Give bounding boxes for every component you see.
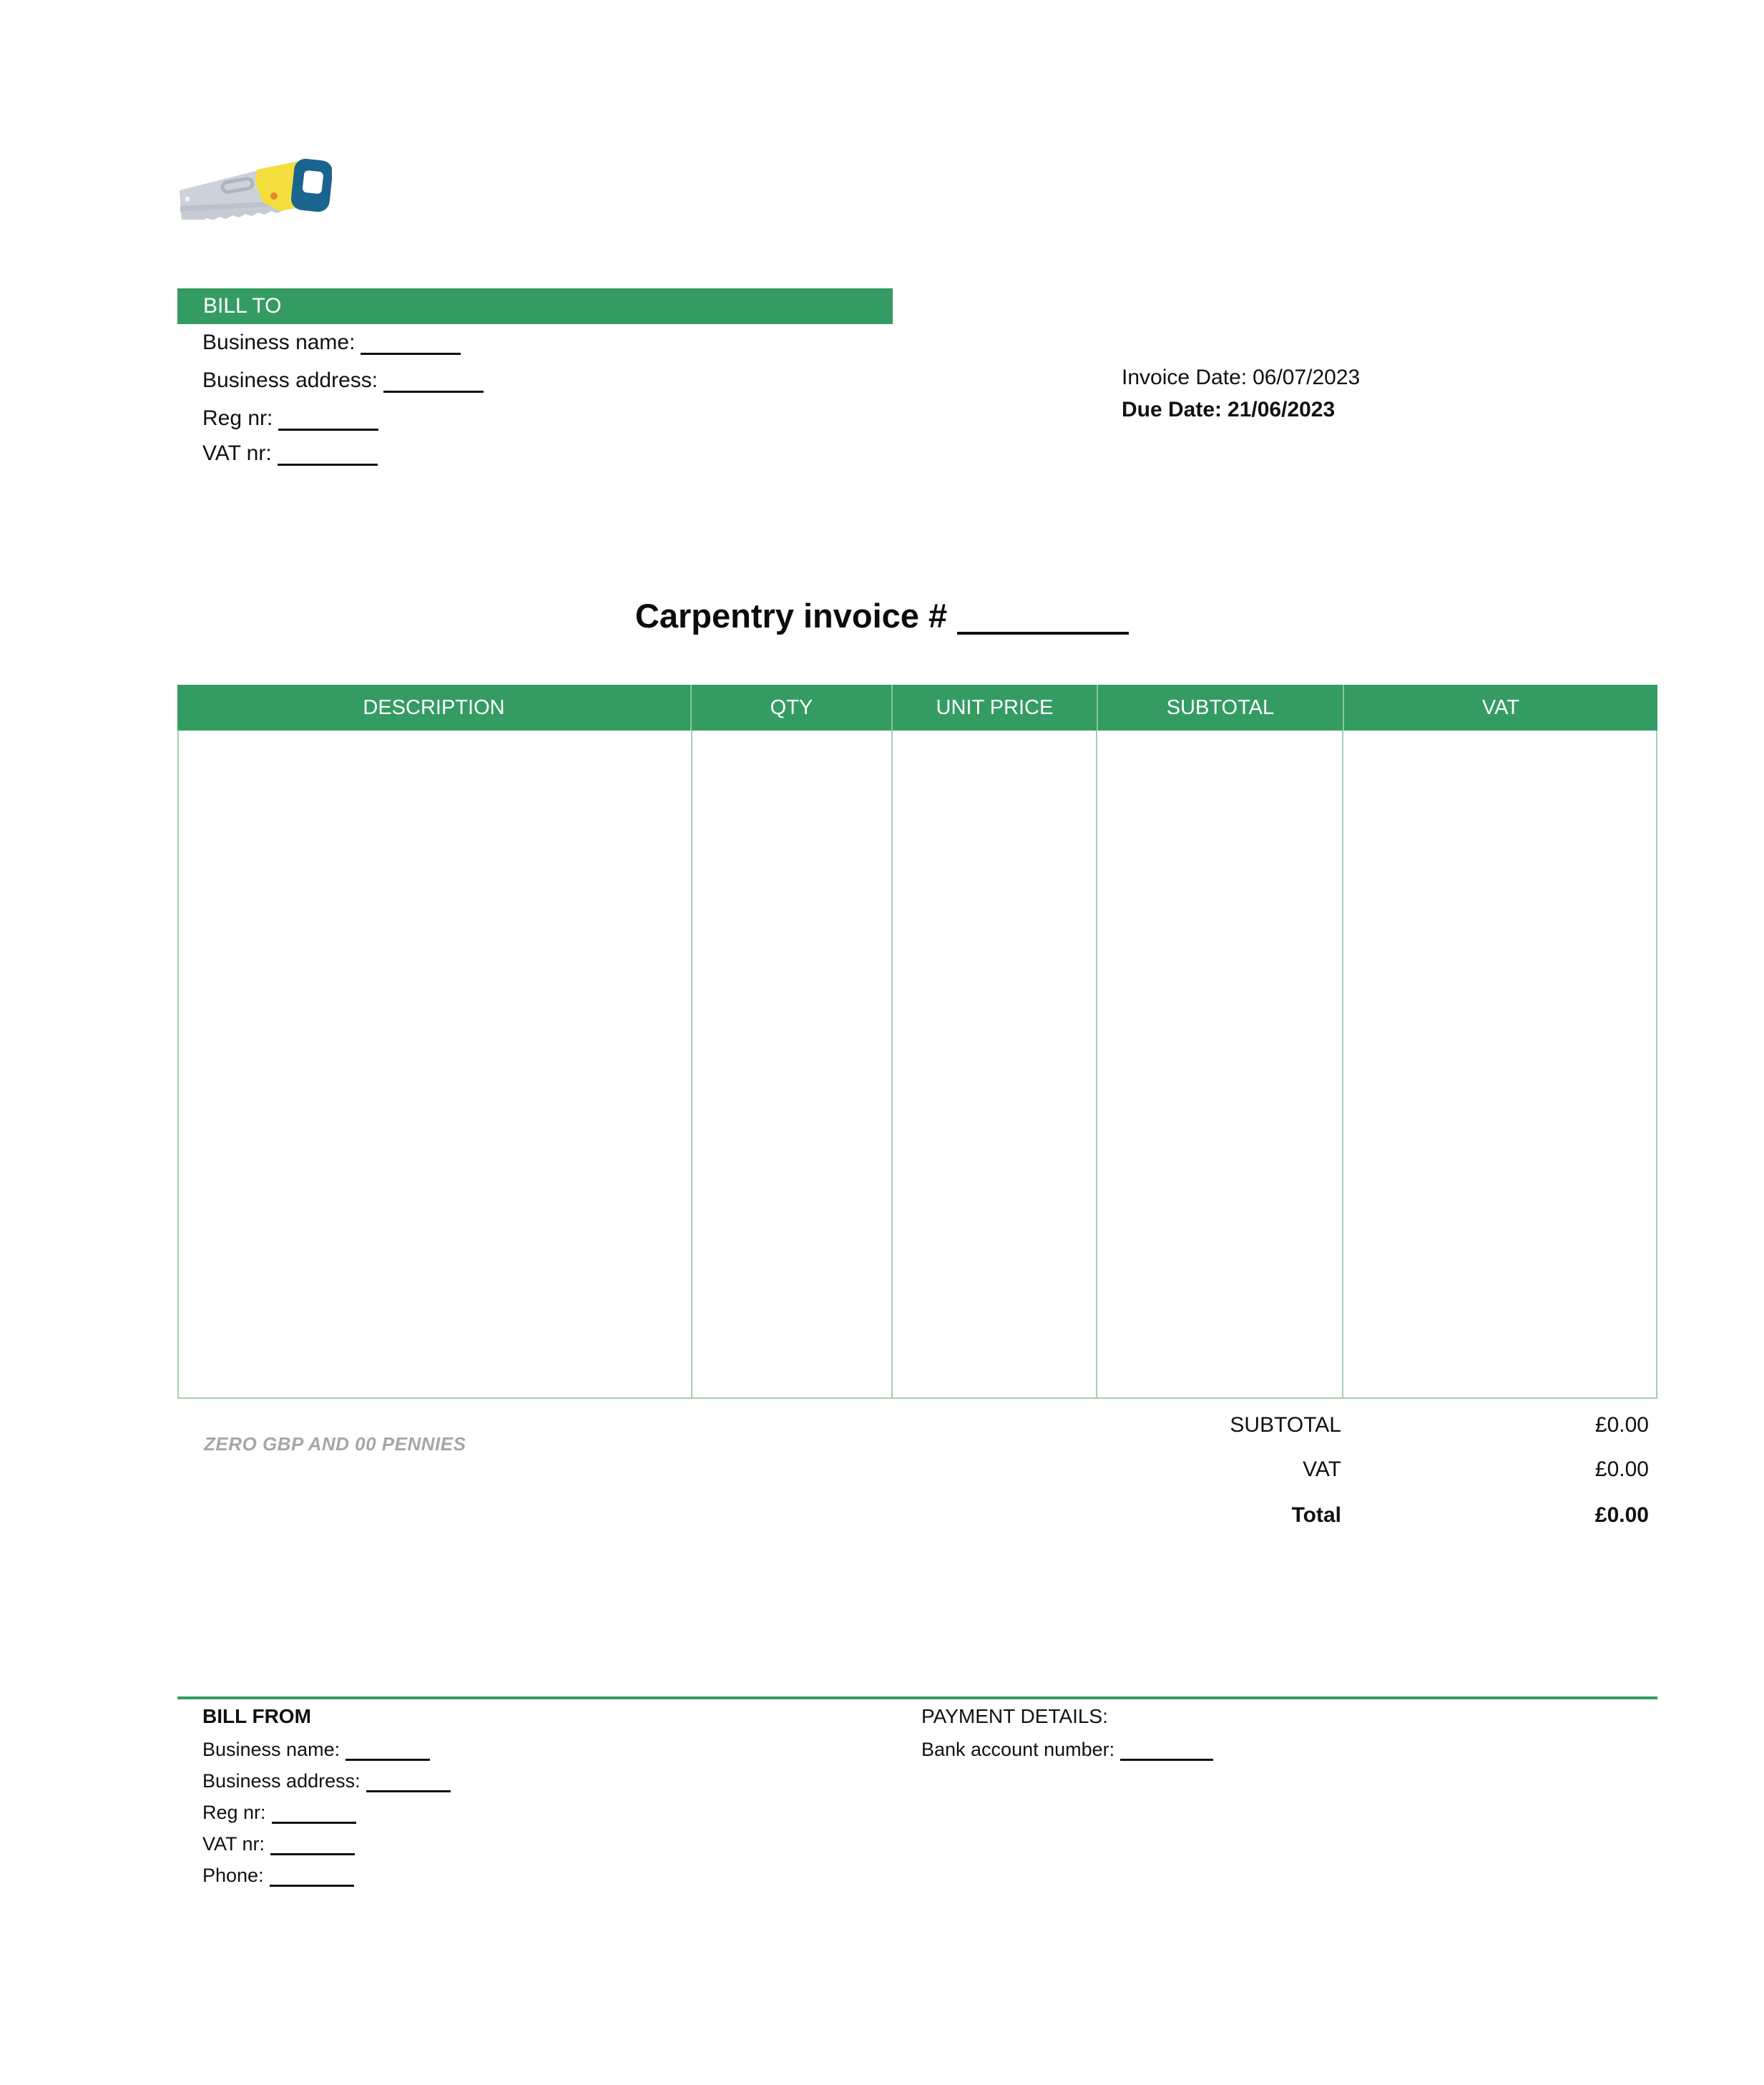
business-name-label: Business name: xyxy=(202,1739,340,1760)
reg-nr-label: Reg nr: xyxy=(202,406,273,430)
subtotal-label: SUBTOTAL xyxy=(1230,1413,1341,1437)
column-header-subtotal: SUBTOTAL xyxy=(1098,685,1344,731)
blank-line[interactable] xyxy=(366,1773,451,1792)
bill-to-title: BILL TO xyxy=(203,294,282,318)
due-date-label: Due Date: xyxy=(1122,398,1222,421)
blank-line[interactable] xyxy=(346,1742,431,1761)
bill-to-vat-nr-field: VAT nr: xyxy=(202,441,378,467)
column-header-description: DESCRIPTION xyxy=(177,685,692,731)
bill-to-business-address-field: Business address: xyxy=(202,368,484,394)
blank-line[interactable] xyxy=(1120,1742,1214,1761)
invoice-date-label: Invoice Date: xyxy=(1122,366,1248,389)
invoice-date-value: 06/07/2023 xyxy=(1253,366,1361,389)
column-header-qty: QTY xyxy=(692,685,893,731)
blank-line[interactable] xyxy=(278,409,379,431)
total-label: Total xyxy=(1291,1503,1341,1527)
saw-teeth-shape xyxy=(181,206,284,220)
blank-line[interactable] xyxy=(361,333,461,355)
table-body-cell-vat[interactable] xyxy=(1343,731,1656,1397)
blank-line[interactable] xyxy=(383,371,484,393)
amount-in-words: ZERO GBP AND 00 PENNIES xyxy=(204,1433,466,1455)
bill-from-business-address-field: Business address: xyxy=(202,1769,451,1793)
blank-line[interactable] xyxy=(270,1836,356,1855)
items-table-header-row: DESCRIPTION QTY UNIT PRICE SUBTOTAL VAT xyxy=(177,685,1657,731)
saw-handle-hole xyxy=(302,170,323,194)
bill-from-business-name-field: Business name: xyxy=(202,1738,431,1762)
hand-saw-icon xyxy=(180,159,332,220)
bill-to-header-bar: BILL TO xyxy=(177,288,893,324)
items-table: DESCRIPTION QTY UNIT PRICE SUBTOTAL VAT xyxy=(177,685,1657,1399)
table-body-cell-unit-price[interactable] xyxy=(893,731,1098,1397)
due-date-line: Due Date: 21/06/2023 xyxy=(1122,397,1335,423)
column-header-unit-price: UNIT PRICE xyxy=(893,685,1098,731)
business-address-label: Business address: xyxy=(202,1770,361,1792)
page-title: Carpentry invoice # xyxy=(0,596,1764,636)
bill-from-vat-nr-field: VAT nr: xyxy=(202,1832,356,1856)
bank-account-number-label: Bank account number: xyxy=(921,1739,1115,1760)
invoice-number-blank-line[interactable] xyxy=(957,601,1130,635)
saw-blade-slot xyxy=(220,177,255,194)
payment-details-title: PAYMENT DETAILS: xyxy=(921,1705,1108,1727)
vat-nr-label: VAT nr: xyxy=(202,441,272,465)
phone-label: Phone: xyxy=(202,1865,264,1886)
saw-tip-hole xyxy=(185,196,190,202)
table-body-cell-description[interactable] xyxy=(179,731,692,1397)
bill-from-phone-field: Phone: xyxy=(202,1864,354,1888)
invoice-date-line: Invoice Date: 06/07/2023 xyxy=(1122,365,1360,391)
table-body-cell-qty[interactable] xyxy=(692,731,893,1397)
business-name-label: Business name: xyxy=(202,331,356,354)
reg-nr-label: Reg nr: xyxy=(202,1802,266,1823)
bank-account-number-field: Bank account number: xyxy=(921,1738,1214,1762)
total-value: £0.00 xyxy=(1594,1503,1649,1527)
blank-line[interactable] xyxy=(271,1805,356,1824)
bill-from-reg-nr-field: Reg nr: xyxy=(202,1801,356,1825)
items-table-body xyxy=(177,731,1657,1399)
saw-rivet-dot xyxy=(270,192,278,200)
subtotal-value: £0.00 xyxy=(1594,1413,1649,1437)
blank-line[interactable] xyxy=(269,1867,354,1887)
page-title-text: Carpentry invoice # xyxy=(634,597,948,635)
saw-blade-strip xyxy=(180,201,284,212)
footer-divider xyxy=(177,1696,1657,1699)
bill-from-title: BILL FROM xyxy=(202,1705,311,1727)
due-date-value: 21/06/2023 xyxy=(1228,398,1336,421)
vat-nr-label: VAT nr: xyxy=(202,1833,265,1855)
vat-label: VAT xyxy=(1303,1457,1341,1481)
bill-to-reg-nr-field: Reg nr: xyxy=(202,406,379,431)
bill-to-business-name-field: Business name: xyxy=(202,330,461,356)
business-address-label: Business address: xyxy=(202,368,378,392)
table-body-cell-subtotal[interactable] xyxy=(1097,731,1343,1397)
blank-line[interactable] xyxy=(277,444,378,466)
column-header-vat: VAT xyxy=(1481,695,1520,719)
vat-value: £0.00 xyxy=(1594,1457,1649,1481)
